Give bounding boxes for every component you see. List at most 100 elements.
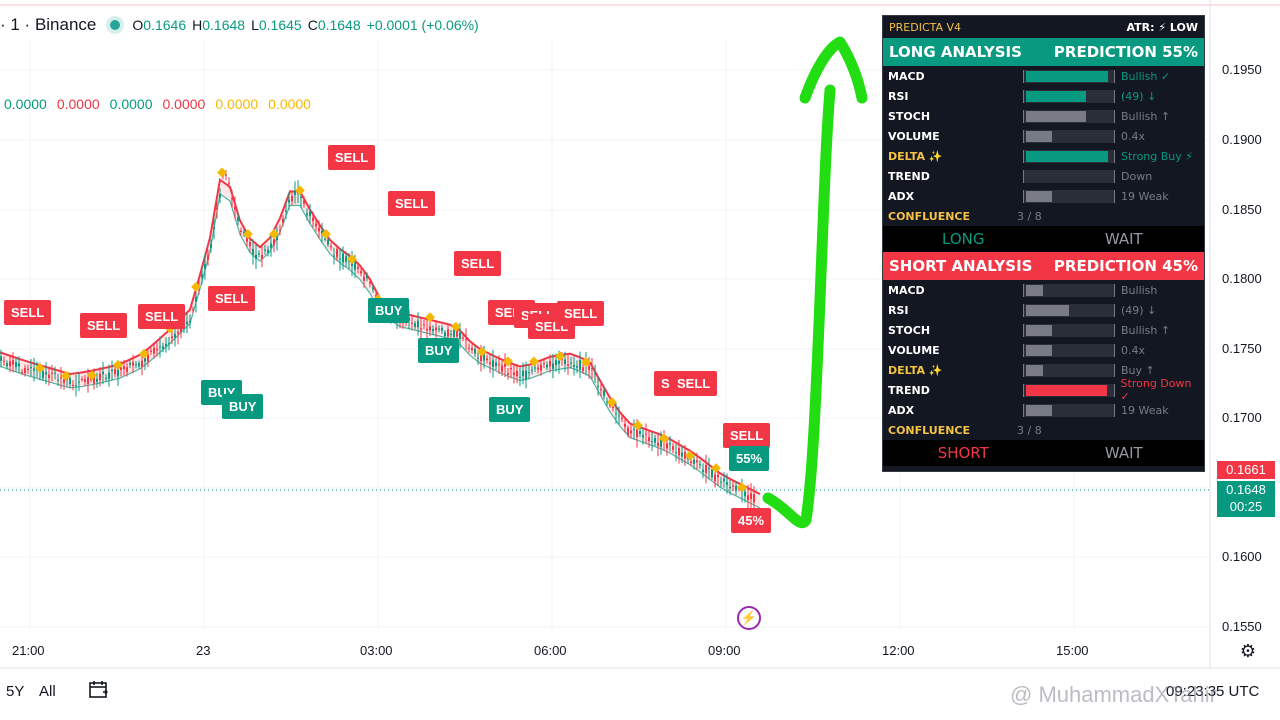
candle-body bbox=[168, 343, 170, 345]
price-tick-label: 0.1550 bbox=[1222, 619, 1262, 634]
long-row-rsi: RSI (49) ↓ bbox=[883, 86, 1204, 106]
signal-diamond bbox=[451, 321, 461, 332]
row-label: VOLUME bbox=[888, 129, 940, 143]
panel-title-row: PREDICTA V4 ATR: ⚡ LOW bbox=[883, 16, 1204, 38]
strength-bar bbox=[1022, 383, 1115, 397]
price-tick-label: 0.1850 bbox=[1222, 202, 1262, 217]
candle-body bbox=[594, 373, 596, 375]
candle-body bbox=[702, 469, 704, 472]
bar-countdown: 00:25 bbox=[1229, 499, 1263, 514]
candle-body bbox=[345, 256, 347, 262]
candle-body bbox=[219, 194, 221, 198]
candle-body bbox=[483, 353, 485, 361]
candle-body bbox=[48, 374, 50, 379]
ohlc-value: 0.1648 bbox=[202, 17, 246, 33]
candle-body bbox=[84, 379, 86, 382]
signal-diamond bbox=[711, 463, 721, 474]
ohlc-item: H0.1648 bbox=[192, 17, 245, 33]
candle-body bbox=[12, 360, 14, 365]
candle-body bbox=[711, 469, 713, 478]
row-label: VOLUME bbox=[888, 343, 940, 357]
signal-diamond bbox=[139, 348, 149, 359]
annotation-arrow-shaft bbox=[762, 84, 836, 528]
price-tick-label: 0.1900 bbox=[1222, 132, 1262, 147]
candle-body bbox=[318, 227, 320, 232]
candle-body bbox=[477, 357, 479, 359]
buy-signal-label: BUY bbox=[368, 298, 410, 323]
short-analysis-title: SHORT ANALYSIS bbox=[889, 257, 1033, 275]
row-label: MACD bbox=[888, 69, 925, 83]
candle-body bbox=[672, 446, 674, 450]
sell-signal-label: SELL bbox=[723, 423, 771, 448]
short-row-trend: TREND Strong Down ✓ bbox=[883, 377, 1204, 403]
candle-body bbox=[705, 465, 707, 474]
candle-body bbox=[549, 360, 551, 367]
candle-body bbox=[303, 200, 305, 204]
candle-body bbox=[423, 324, 425, 326]
candle-body bbox=[678, 448, 680, 456]
utc-clock[interactable]: 09:23:35 UTC bbox=[1166, 683, 1260, 700]
candle-body bbox=[276, 237, 278, 240]
long-row-adx: ADX 19 Weak bbox=[883, 186, 1204, 206]
long-row-trend: TREND Down bbox=[883, 166, 1204, 186]
trend-line-bull bbox=[0, 192, 761, 509]
predicta-panel: PREDICTA V4 ATR: ⚡ LOW LONG ANALYSIS PRE… bbox=[882, 15, 1205, 472]
price-change: +0.0001 (+0.06%) bbox=[366, 17, 479, 33]
strength-bar-fill bbox=[1026, 404, 1052, 416]
symbol-name[interactable]: · 1 · Binance bbox=[0, 15, 97, 34]
strength-bar-fill bbox=[1026, 130, 1052, 142]
candle-body bbox=[258, 253, 260, 255]
short-row-delta: DELTA ✨ Buy ↑ bbox=[883, 360, 1204, 380]
signal-diamond bbox=[243, 229, 253, 240]
candle-body bbox=[732, 485, 734, 487]
gear-icon[interactable]: ⚙ bbox=[1239, 641, 1257, 661]
row-status: 0.4x bbox=[1121, 343, 1146, 357]
signal-diamond bbox=[321, 229, 331, 239]
candle-body bbox=[324, 238, 326, 240]
candle-body bbox=[531, 369, 533, 371]
sell-signal-label: SELL bbox=[80, 313, 128, 338]
candle-body bbox=[675, 452, 677, 454]
indicator-value: 0.0000 bbox=[162, 96, 206, 112]
signal-diamond bbox=[529, 356, 539, 367]
candle-body bbox=[252, 249, 254, 255]
time-tick-label: 15:00 bbox=[1056, 643, 1089, 658]
row-status: Bullish ↑ bbox=[1121, 323, 1171, 337]
sell-signal-label: SELL bbox=[138, 304, 186, 329]
candle-body bbox=[624, 423, 626, 428]
range-all-button[interactable]: All bbox=[39, 683, 56, 700]
range-5y-button[interactable]: 5Y bbox=[6, 683, 25, 700]
row-status: (49) ↓ bbox=[1121, 303, 1157, 317]
candle-body bbox=[366, 275, 368, 279]
row-status: Strong Down ✓ bbox=[1120, 377, 1192, 403]
candle-body bbox=[330, 245, 332, 248]
signal-diamond bbox=[347, 254, 357, 265]
candle-body bbox=[588, 365, 590, 370]
candle-body bbox=[615, 413, 617, 415]
short-analysis-rows: MACD Bullish RSI (49) ↓ STOCH Bullish ↑ VOLUME… bbox=[883, 280, 1204, 420]
candle-body bbox=[465, 339, 467, 341]
candle-body bbox=[666, 443, 668, 449]
row-label: STOCH bbox=[888, 109, 931, 123]
candle-body bbox=[357, 266, 359, 269]
candle-body bbox=[552, 363, 554, 369]
calendar-range-icon[interactable] bbox=[88, 680, 110, 700]
strength-bar bbox=[1023, 363, 1115, 377]
candle-body bbox=[150, 350, 152, 352]
short-confluence-row: CONFLUENCE 3 / 8 bbox=[883, 420, 1204, 440]
short-prediction-label: 45% bbox=[731, 508, 772, 533]
candle-body bbox=[474, 348, 476, 354]
current-price-value: 0.1648 bbox=[1226, 482, 1266, 497]
indicator-value: 0.0000 bbox=[268, 96, 311, 112]
candle-body bbox=[627, 427, 629, 435]
candle-body bbox=[582, 367, 584, 371]
candle-body bbox=[456, 329, 458, 337]
lightning-icon[interactable]: ⚡ bbox=[737, 606, 761, 630]
strength-bar-fill bbox=[1026, 90, 1087, 102]
candle-body bbox=[567, 364, 569, 366]
long-row-delta: DELTA ✨ Strong Buy ⚡ bbox=[883, 146, 1204, 166]
candle-body bbox=[255, 254, 257, 259]
candle-body bbox=[654, 438, 656, 443]
candle-body bbox=[171, 336, 173, 339]
candle-body bbox=[240, 230, 242, 233]
